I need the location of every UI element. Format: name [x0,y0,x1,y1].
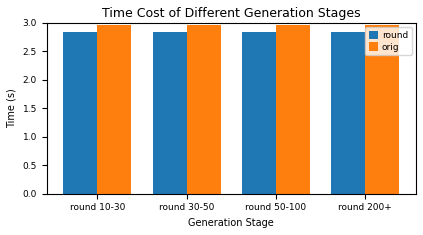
Bar [153,32,187,194]
Y-axis label: Time (s): Time (s) [7,88,17,128]
Legend: round, orig: round, orig [365,27,412,55]
Bar [187,25,221,194]
Bar [63,32,97,194]
Title: Time Cost of Different Generation Stages: Time Cost of Different Generation Stages [102,7,361,20]
Bar [365,25,399,194]
Bar [97,25,131,194]
Bar [276,25,310,194]
Bar [242,32,276,194]
Bar [331,32,365,194]
X-axis label: Generation Stage: Generation Stage [189,218,274,228]
